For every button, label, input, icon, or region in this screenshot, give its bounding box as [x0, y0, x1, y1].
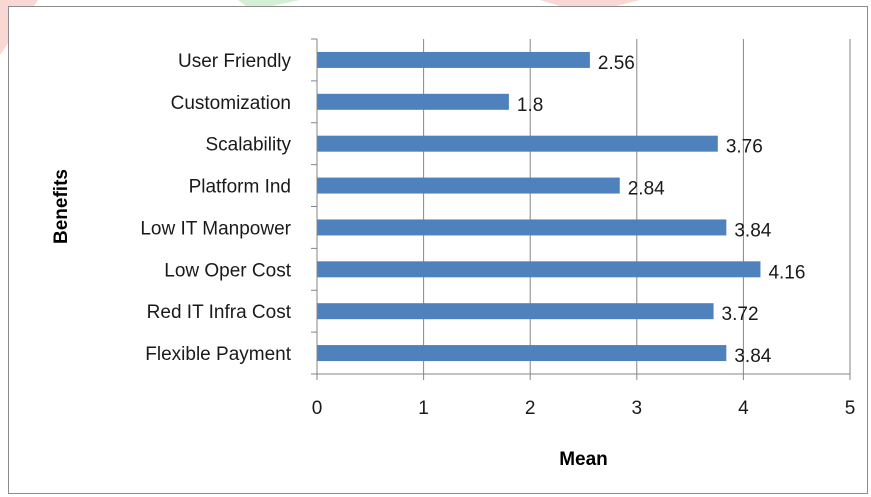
- category-label: Low IT Manpower: [140, 218, 291, 239]
- axes: [311, 38, 851, 380]
- x-tick-label: 1: [418, 398, 429, 419]
- data-label: 4.16: [768, 262, 805, 283]
- x-tick-label: 0: [312, 398, 323, 419]
- bar: [317, 345, 727, 362]
- y-axis-title: Benefits: [51, 169, 72, 244]
- x-tick-label: 3: [632, 398, 643, 419]
- data-label: 3.84: [734, 346, 771, 367]
- bar-chart: User Friendly Customization Scalability Pla…: [51, 38, 856, 470]
- bar: [317, 261, 761, 278]
- category-label: Platform Ind: [189, 177, 291, 198]
- data-label: 3.76: [726, 137, 763, 158]
- bar: [317, 219, 727, 236]
- category-label: Red IT Infra Cost: [147, 302, 292, 323]
- category-label: Scalability: [205, 135, 291, 156]
- x-tick-label: 4: [738, 398, 749, 419]
- category-label: User Friendly: [178, 51, 291, 72]
- gridlines: [423, 39, 851, 374]
- data-label: 3.72: [722, 304, 759, 325]
- x-axis-title: Mean: [559, 449, 608, 470]
- bar: [317, 177, 620, 194]
- bar: [317, 51, 590, 68]
- x-tick-label: 5: [845, 398, 856, 419]
- category-label: Flexible Payment: [145, 344, 291, 365]
- chart-frame: User Friendly Customization Scalability Pla…: [8, 6, 868, 494]
- data-labels: 2.56 1.8 3.76 2.84 3.84 4.16 3.72 3.84: [517, 53, 806, 367]
- data-label: 2.84: [628, 179, 665, 200]
- bar: [317, 93, 509, 110]
- data-label: 2.56: [598, 53, 635, 74]
- category-labels: User Friendly Customization Scalability Pla…: [140, 51, 291, 365]
- decor-green-band: [238, 0, 300, 6]
- bars: [317, 51, 761, 362]
- x-tick-label: 2: [525, 398, 536, 419]
- decor-red-band: [540, 0, 640, 6]
- data-label: 1.8: [517, 95, 543, 116]
- category-label: Customization: [171, 93, 291, 114]
- bar: [317, 135, 718, 152]
- category-label: Low Oper Cost: [164, 260, 291, 281]
- data-label: 3.84: [734, 220, 771, 241]
- x-tick-labels: 0 1 2 3 4 5: [312, 398, 856, 419]
- bar: [317, 303, 714, 320]
